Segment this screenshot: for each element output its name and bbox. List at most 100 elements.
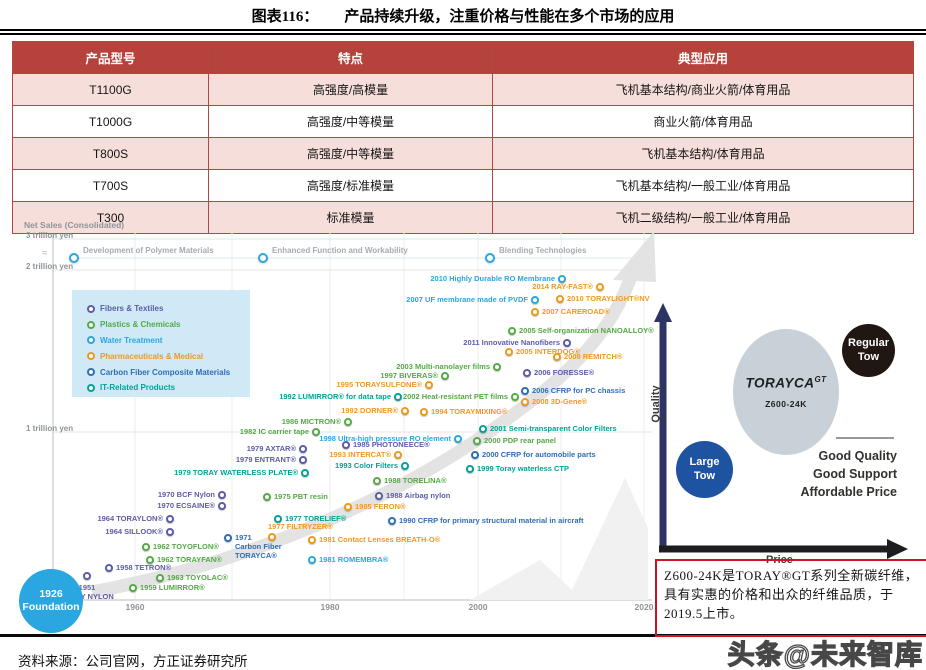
legend-marker-icon — [87, 304, 95, 313]
legend-marker-icon — [87, 383, 95, 392]
chart-legend: Fibers & Textiles Plastics & Chemicals Wat… — [72, 290, 250, 397]
value-line-3: Affordable Price — [800, 485, 897, 499]
point-label: 2006 FORESSE® — [534, 368, 595, 377]
legend-item: Carbon Fiber Composite Materials — [87, 364, 250, 380]
legend-label: IT-Related Products — [100, 383, 176, 393]
phase-label: Blending Technologies — [499, 246, 587, 255]
point-label: 1979 TORAY WATERLESS PLATE® — [174, 468, 298, 477]
foundation-circle: 1926 Foundation — [19, 569, 83, 633]
legend-label: Pharmaceuticals & Medical — [100, 351, 204, 361]
regular-tow-circle: Regular Tow — [842, 324, 895, 377]
point-label: 1992 DORNER® — [341, 406, 398, 415]
point-label: 1990 CFRP for primary structural materia… — [399, 516, 584, 525]
point-marker-icon — [471, 451, 479, 459]
point-label: 1962 TORAYFAN® — [157, 555, 222, 564]
point-marker-icon — [558, 275, 566, 283]
point-marker-icon — [508, 327, 516, 335]
large-tow-circle: Large Tow — [676, 441, 733, 498]
x-tick-label: 1960 — [125, 602, 145, 612]
value-line-1: Good Quality — [818, 449, 897, 463]
point-marker-icon — [420, 408, 428, 416]
point-label: 1970 BCF Nylon — [157, 490, 215, 499]
x-tick-label: 2020 — [634, 602, 654, 612]
table-cell: T1000G — [12, 105, 209, 138]
point-label: 1979 ENTRANT® — [235, 455, 296, 464]
point-label: 2010 Highly Durable RO Membrane — [430, 274, 555, 283]
table-row: T1100G 高强度/高模量 飞机基本结构/商业火箭/体育用品 — [12, 73, 914, 106]
point-label: 1993 Color Filters — [335, 461, 398, 470]
table-cell: 标准模量 — [208, 201, 493, 234]
point-marker-icon — [263, 493, 271, 501]
point-marker-icon — [142, 543, 150, 551]
point-label: 1982 IC carrier tape — [239, 427, 309, 436]
point-marker-icon — [556, 295, 564, 303]
title-rule-bottom — [0, 33, 926, 35]
legend-label: Carbon Fiber Composite Materials — [100, 367, 231, 377]
point-label: 1994 TORAYMIXING® — [431, 407, 508, 416]
legend-item: Water Treatment — [87, 333, 250, 349]
source-note: 资料来源：公司官网，方正证券研究所 — [18, 654, 248, 669]
point-marker-icon — [146, 556, 154, 564]
point-marker-icon — [274, 515, 282, 523]
quality-axis-label: Quality — [650, 385, 662, 423]
point-marker-icon — [388, 517, 396, 525]
footer-rule — [0, 634, 926, 637]
point-label: 2005 INTERDOG® — [516, 347, 580, 356]
axis-break-icon: ≈ — [42, 248, 48, 259]
point-marker-icon — [373, 477, 381, 485]
point-label: 1985 PHOTONEECE® — [353, 440, 430, 449]
point-label: 1992 LUMIRROR® for data tape — [279, 392, 391, 401]
table-cell: 高强度/中等模量 — [208, 105, 493, 138]
phase-marker-icon — [485, 253, 495, 263]
legend-label: Plastics & Chemicals — [100, 320, 181, 330]
point-marker-icon — [224, 534, 232, 542]
point-label: 1986 MICTRON® — [281, 417, 341, 426]
x-tick-label: 1980 — [320, 602, 340, 612]
point-marker-icon — [299, 445, 307, 453]
point-label: 2000 PDP rear panel — [484, 436, 556, 445]
point-label: 2011 Innovative Nanofibers — [463, 338, 560, 347]
point-marker-icon — [425, 381, 433, 389]
point-label: 1964 SILLOOK® — [105, 527, 163, 536]
figure-number: 图表116： — [251, 9, 319, 25]
point-marker-icon — [166, 515, 174, 523]
point-marker-icon — [344, 418, 352, 426]
point-label: 1995 TORAYSULFONE® — [336, 380, 422, 389]
point-marker-icon — [479, 425, 487, 433]
legend-label: Fibers & Textiles — [100, 304, 164, 314]
table-cell: T300 — [12, 201, 209, 234]
legend-item: IT-Related Products — [87, 380, 250, 396]
point-label: 2008 3D-Gene® — [532, 397, 588, 406]
point-label: 2002 Heat-resistant PET films — [402, 392, 508, 401]
figure-caption: 产品持续升级，注重价格与性能在多个市场的应用 — [344, 9, 675, 25]
table-cell: 高强度/标准模量 — [208, 169, 493, 202]
point-label: 2003 Multi-nanolayer films — [396, 362, 490, 371]
torayca-brand-sup: GT — [814, 375, 827, 385]
point-marker-icon — [375, 492, 383, 500]
figure-title: 图表116： 产品持续升级，注重价格与性能在多个市场的应用 — [0, 5, 926, 26]
point-marker-icon — [218, 491, 226, 499]
regular-tow-label: Regular Tow — [848, 337, 889, 363]
point-label: 1979 AXTAR® — [246, 444, 296, 453]
point-marker-icon — [308, 556, 316, 564]
product-table-grid: 产品型号 特点 典型应用 T1100G 高强度/高模量 飞机基本结构/商业火箭/体育用品 T… — [12, 41, 914, 234]
table-row: T700S 高强度/标准模量 飞机基本结构/一般工业/体育用品 — [12, 169, 914, 202]
legend-item: Pharmaceuticals & Medical — [87, 348, 250, 364]
table-row: T300 标准模量 飞机二级结构/一般工业/体育用品 — [12, 201, 914, 234]
point-marker-icon — [563, 339, 571, 347]
point-label: 1993 INTERCAT® — [329, 450, 391, 459]
point-label: 1988 Airbag nylon — [386, 491, 451, 500]
point-label: 1963 TOYOLAC® — [167, 573, 228, 582]
point-marker-icon — [129, 584, 137, 592]
product-table: 产品型号 特点 典型应用 T1100G 高强度/高模量 飞机基本结构/商业火箭/体育用品 T… — [12, 41, 914, 234]
torayca-brand: TORAYCAGT — [745, 375, 826, 391]
point-label: 2007 UF membrane made of PVDF — [406, 295, 528, 304]
point-marker-icon — [473, 437, 481, 445]
point-label: 1970 ECSAINE® — [157, 501, 215, 510]
column-header: 特点 — [208, 41, 493, 74]
point-label: 2010 TORAYLIGHT®NV — [567, 294, 650, 303]
large-tow-label: Large Tow — [689, 456, 720, 482]
point-label: 2014 RAY-FAST® — [532, 282, 593, 291]
point-marker-icon — [454, 435, 462, 443]
title-rule-top — [0, 29, 926, 31]
